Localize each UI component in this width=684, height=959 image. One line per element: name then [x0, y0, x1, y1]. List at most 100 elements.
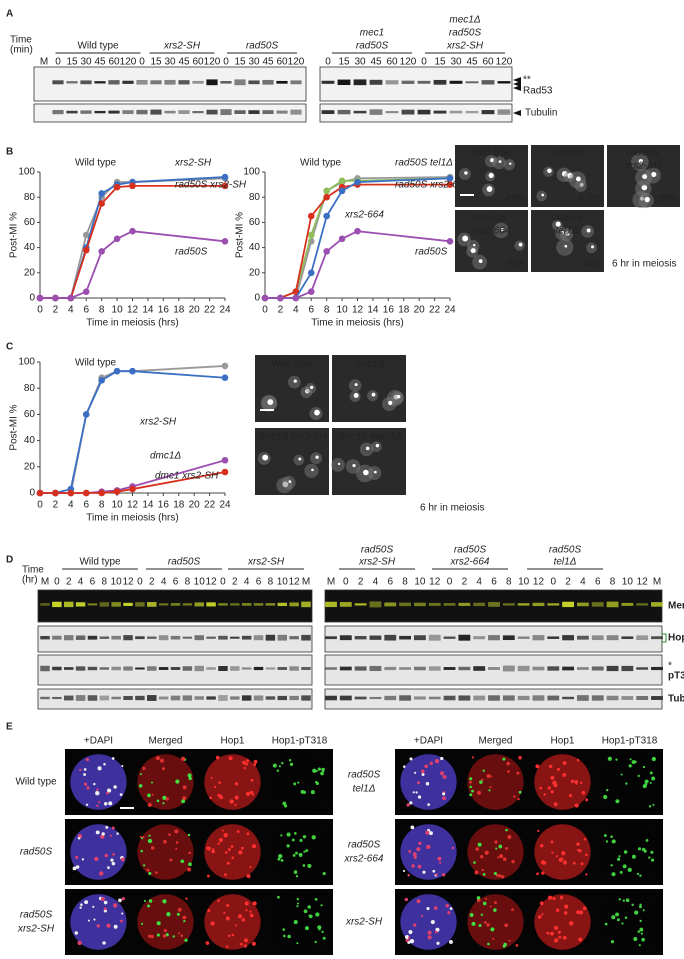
focus	[631, 854, 636, 859]
blot-band	[52, 110, 64, 115]
focus	[428, 831, 433, 836]
lane-label: 10	[414, 577, 426, 588]
nucleus	[488, 172, 494, 178]
blot-band	[178, 80, 190, 85]
image-label: Wild type	[470, 148, 512, 159]
blot-label: Hop1	[668, 633, 684, 644]
legend-label: xrs2-664	[344, 210, 384, 221]
focus	[188, 862, 192, 867]
data-point	[446, 175, 454, 182]
focus	[277, 895, 280, 899]
y-tick-label: 80	[24, 192, 36, 203]
blot-band	[562, 666, 575, 671]
blot-band	[458, 666, 471, 671]
focus	[283, 934, 286, 938]
nucleus	[464, 171, 468, 175]
blot-band	[206, 636, 216, 639]
focus	[564, 904, 569, 909]
blot-band	[428, 634, 441, 641]
focus	[611, 872, 616, 877]
blot-band	[52, 601, 62, 608]
data-point	[52, 294, 59, 302]
lane-label: 45	[94, 57, 106, 68]
focus	[291, 838, 295, 842]
focus	[83, 773, 86, 776]
y-tick-label: 60	[24, 409, 36, 420]
blot-band	[194, 665, 204, 672]
focus	[72, 866, 77, 871]
data-point	[67, 489, 75, 497]
focus	[563, 860, 567, 865]
focus	[187, 773, 192, 778]
focus	[559, 895, 564, 900]
blot-band	[547, 666, 560, 671]
focus	[103, 909, 107, 913]
data-point	[338, 177, 346, 185]
focus	[636, 872, 640, 876]
focus	[315, 781, 319, 785]
x-tick-label: 2	[53, 500, 59, 511]
blot-band	[192, 111, 204, 114]
focus	[205, 941, 210, 945]
data-point	[307, 212, 315, 220]
nucleus	[375, 443, 380, 448]
blot-label: *	[668, 661, 672, 672]
lane-label: 2	[149, 577, 155, 588]
focus	[207, 909, 211, 913]
lane-label: 45	[262, 57, 274, 68]
nucleus	[137, 754, 194, 810]
focus	[498, 844, 503, 849]
x-tick-label: 6	[83, 500, 89, 511]
image-label: Wild type	[271, 359, 313, 370]
blot-band	[473, 636, 486, 640]
blot-band	[253, 635, 264, 641]
x-tick-label: 10	[337, 305, 349, 316]
focus	[610, 864, 613, 867]
arrow	[513, 110, 521, 116]
panel-letter: D	[6, 555, 13, 566]
blot-band	[433, 110, 447, 114]
focus	[185, 897, 188, 900]
lane-label: 0	[137, 577, 143, 588]
focus	[420, 769, 425, 774]
genotype-label: xrs2-SH	[247, 557, 285, 568]
focus	[175, 841, 179, 844]
focus	[292, 854, 296, 857]
blot-band	[241, 603, 252, 606]
nucleus	[337, 462, 341, 466]
lane-label: 2	[232, 577, 238, 588]
blot-band	[417, 109, 431, 115]
focus	[562, 772, 567, 777]
focus	[434, 758, 440, 764]
x-tick-label: 20	[189, 500, 201, 511]
focus	[304, 926, 309, 931]
nucleus	[298, 457, 302, 461]
data-point	[446, 181, 454, 188]
focus	[181, 799, 186, 804]
blot-band	[369, 696, 382, 700]
focus	[119, 793, 123, 797]
focus	[81, 858, 85, 861]
blot-band	[651, 696, 663, 700]
blot-band	[517, 603, 530, 606]
blot-band	[194, 696, 204, 700]
focus	[225, 945, 229, 948]
blot-band	[325, 636, 337, 640]
focus	[540, 844, 544, 848]
focus	[506, 761, 510, 766]
x-tick-label: 18	[173, 500, 185, 511]
focus	[217, 842, 220, 845]
focus	[517, 797, 520, 801]
focus	[624, 916, 628, 919]
genotype-label: tel1Δ	[554, 557, 577, 568]
blot-band	[473, 695, 486, 701]
series-line	[265, 230, 451, 299]
focus	[556, 767, 560, 771]
focus	[315, 770, 318, 773]
focus	[307, 905, 311, 909]
y-tick-label: 60	[24, 217, 36, 228]
focus	[237, 914, 243, 919]
focus	[320, 904, 323, 907]
focus	[240, 942, 243, 946]
focus	[537, 829, 540, 832]
